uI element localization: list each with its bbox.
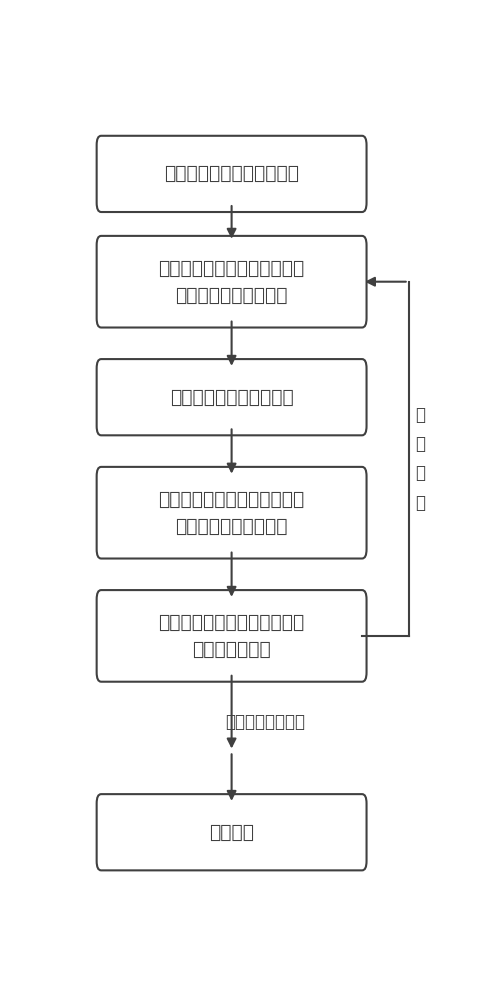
Text: 通过采样泵采集真空管道内的
反应残余气体至样品室: 通过采样泵采集真空管道内的 反应残余气体至样品室 [158,259,304,304]
FancyBboxPatch shape [96,467,366,559]
FancyBboxPatch shape [96,236,366,328]
Text: 完成监测: 完成监测 [209,823,253,842]
FancyBboxPatch shape [96,590,366,682]
Text: 将稀释用气体通入样品室: 将稀释用气体通入样品室 [169,388,293,407]
FancyBboxPatch shape [96,359,366,435]
Text: 化学气相沉积结束: 化学气相沉积结束 [225,713,304,731]
Text: 按照工艺进行化学气相沉积: 按照工艺进行化学气相沉积 [164,164,299,183]
FancyBboxPatch shape [96,136,366,212]
FancyBboxPatch shape [96,794,366,870]
Text: 间
隔
时
间: 间 隔 时 间 [414,406,424,512]
Text: 对比预设值并控制化学气相沉
积时的载气通量: 对比预设值并控制化学气相沉 积时的载气通量 [158,613,304,659]
Text: 采用气体分析仪分析样品室内
硫化氢和硒化氢的浓度: 采用气体分析仪分析样品室内 硫化氢和硒化氢的浓度 [158,490,304,535]
